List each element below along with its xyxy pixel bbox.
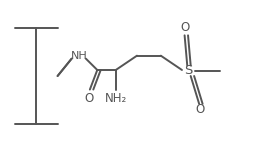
Text: O: O — [84, 92, 93, 105]
Text: NH₂: NH₂ — [105, 92, 127, 105]
Text: S: S — [184, 64, 193, 77]
Text: O: O — [196, 103, 205, 116]
Text: O: O — [180, 21, 189, 34]
Text: NH: NH — [70, 51, 87, 61]
